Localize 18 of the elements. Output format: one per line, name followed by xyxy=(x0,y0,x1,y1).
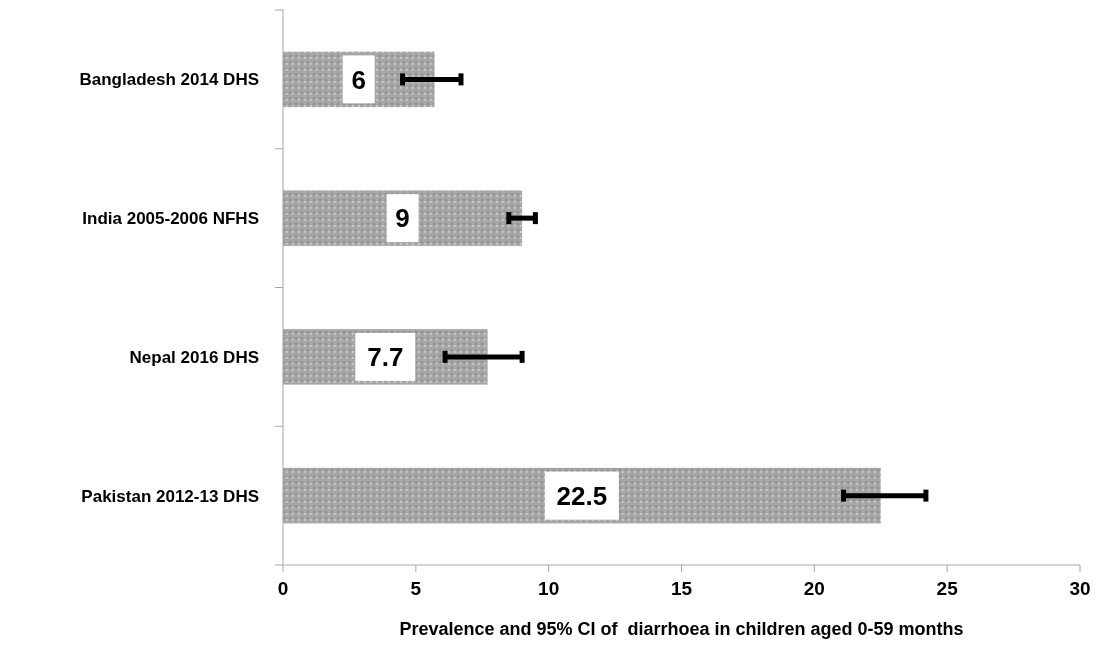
y-tick-label: India 2005-2006 NFHS xyxy=(82,209,259,229)
data-label: 9 xyxy=(395,203,410,234)
bar xyxy=(283,190,523,246)
x-tick-label: 25 xyxy=(936,578,959,599)
bar xyxy=(283,467,881,524)
x-tick-label: 0 xyxy=(277,578,289,599)
x-tick-label: 30 xyxy=(1069,578,1091,599)
y-tick-label: Pakistan 2012-13 DHS xyxy=(81,486,259,506)
x-tick-label: 5 xyxy=(410,578,422,599)
data-label: 6 xyxy=(351,64,366,95)
x-tick-label: 15 xyxy=(670,578,693,599)
x-axis-title: Prevalence and 95% CI of diarrhoea in children aged 0-59 months xyxy=(399,619,964,639)
y-tick-label: Nepal 2016 DHS xyxy=(129,347,259,367)
data-label: 7.7 xyxy=(367,342,404,373)
data-label: 22.5 xyxy=(556,480,608,511)
y-tick-label: Bangladesh 2014 DHS xyxy=(79,70,259,90)
x-tick-label: 10 xyxy=(538,578,560,599)
x-tick-label: 20 xyxy=(803,578,825,599)
